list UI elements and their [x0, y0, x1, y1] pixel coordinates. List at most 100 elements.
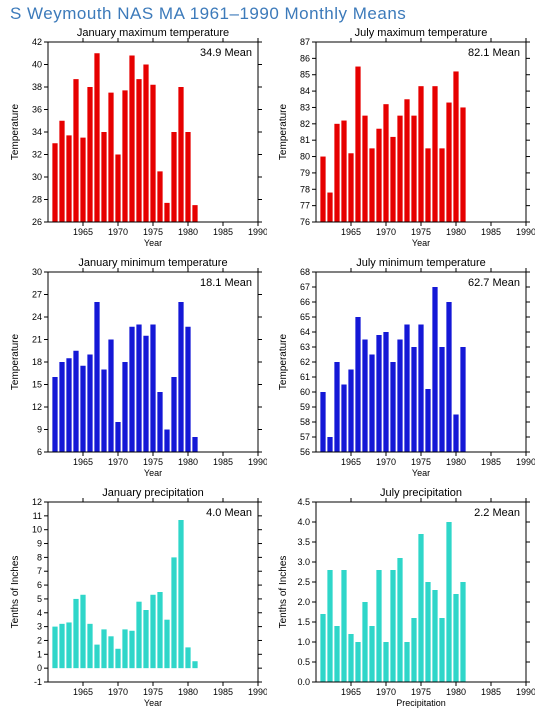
chart-grid: January maximum temperature2628303234363… [0, 24, 535, 714]
bar [66, 358, 71, 452]
xtick-label: 1975 [410, 227, 430, 237]
bar [80, 366, 85, 452]
ytick-label: 61 [299, 372, 309, 382]
ytick-label: 2.5 [297, 577, 310, 587]
ytick-label: 83 [299, 102, 309, 112]
bar [348, 153, 353, 222]
mean-label: 34.9 Mean [200, 47, 252, 59]
xtick-label: 1985 [213, 457, 233, 467]
bar [341, 385, 346, 453]
bar [143, 336, 148, 452]
ylabel: Temperature [10, 103, 21, 160]
ytick-label: 12 [32, 402, 42, 412]
mean-label: 2.2 Mean [474, 507, 520, 519]
bar [150, 595, 155, 668]
xtick-label: 1985 [480, 227, 500, 237]
bar [73, 351, 78, 452]
ytick-label: 36 [32, 105, 42, 115]
ytick-label: 9 [37, 539, 42, 549]
xtick-label: 1970 [108, 227, 128, 237]
bar [129, 631, 134, 668]
ytick-label: 76 [299, 217, 309, 227]
bar [87, 355, 92, 453]
panel-jul-max: July maximum temperature7677787980818283… [268, 24, 535, 254]
bar [87, 624, 92, 668]
ytick-label: 40 [32, 60, 42, 70]
bar [66, 135, 71, 222]
ytick-label: 6 [37, 447, 42, 457]
xtick-label: 1980 [445, 687, 465, 697]
panel-jul-min: July minimum temperature5657585960616263… [268, 254, 535, 484]
bar [460, 347, 465, 452]
bar [192, 437, 197, 452]
bar [390, 570, 395, 682]
bar [171, 377, 176, 452]
xlabel: Precipitation [396, 698, 446, 708]
ytick-label: 10 [32, 525, 42, 535]
bar [390, 362, 395, 452]
ytick-label: 1.0 [297, 637, 310, 647]
bar [115, 422, 120, 452]
bar [94, 302, 99, 452]
bar [185, 132, 190, 222]
bar [341, 121, 346, 222]
ytick-label: 60 [299, 387, 309, 397]
xtick-label: 1975 [143, 457, 163, 467]
ytick-label: 4 [37, 608, 42, 618]
xtick-label: 1965 [340, 227, 360, 237]
ytick-label: 86 [299, 53, 309, 63]
xtick-label: 1985 [480, 457, 500, 467]
bar [185, 327, 190, 452]
bar [439, 347, 444, 452]
bar [397, 558, 402, 682]
bar [59, 121, 64, 222]
page-title: S Weymouth NAS MA 1961–1990 Monthly Mean… [0, 0, 535, 24]
ytick-label: 1 [37, 649, 42, 659]
bar [334, 626, 339, 682]
ylabel: Temperature [278, 333, 289, 390]
bar [164, 620, 169, 668]
xlabel: Year [144, 468, 162, 478]
bar [362, 116, 367, 222]
ytick-label: 65 [299, 312, 309, 322]
bar [453, 594, 458, 682]
chart-title: July minimum temperature [356, 257, 486, 269]
bar [164, 203, 169, 222]
xtick-label: 1985 [213, 687, 233, 697]
bar [157, 592, 162, 668]
xtick-label: 1980 [445, 457, 465, 467]
bar [418, 534, 423, 682]
bar [460, 107, 465, 222]
ylabel: Tenths of Inches [10, 556, 21, 629]
bar [397, 340, 402, 453]
bar [439, 148, 444, 222]
bar [383, 642, 388, 682]
xtick-label: 1985 [480, 687, 500, 697]
xtick-label: 1965 [340, 687, 360, 697]
ytick-label: 68 [299, 267, 309, 277]
xtick-label: 1965 [340, 457, 360, 467]
chart-title: January maximum temperature [77, 27, 229, 39]
bar [355, 67, 360, 222]
bar [94, 645, 99, 669]
chart-title: January precipitation [102, 487, 204, 499]
bar [376, 129, 381, 222]
bar [369, 626, 374, 682]
bar [348, 634, 353, 682]
bar [129, 56, 134, 223]
bar [320, 157, 325, 222]
bar [80, 138, 85, 222]
panel-jan-prec: January precipitation-101234567891011121… [0, 484, 268, 714]
bar [101, 370, 106, 453]
bar [59, 624, 64, 668]
xtick-label: 1970 [108, 457, 128, 467]
bar [150, 325, 155, 453]
bar [453, 71, 458, 222]
ytick-label: 34 [32, 127, 42, 137]
ylabel: Temperature [278, 103, 289, 160]
bar [383, 104, 388, 222]
xtick-label: 1980 [178, 227, 198, 237]
bar [334, 362, 339, 452]
bar [446, 522, 451, 682]
xtick-label: 1975 [410, 687, 430, 697]
